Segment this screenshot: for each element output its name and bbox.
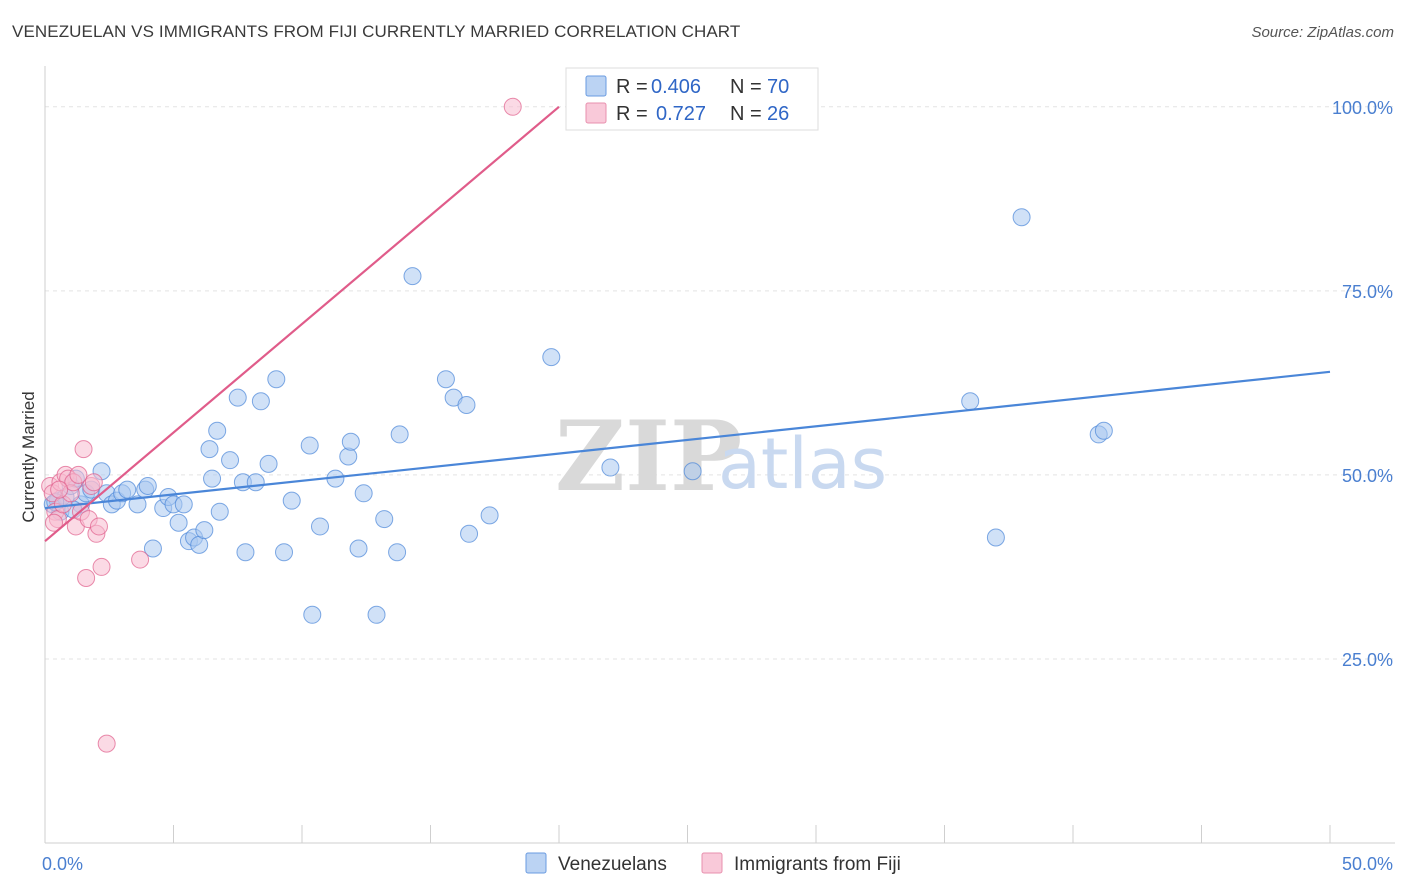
legend-r-value: 0.727 bbox=[656, 103, 706, 125]
data-point bbox=[354, 484, 373, 503]
data-point bbox=[460, 524, 479, 543]
data-point bbox=[128, 495, 147, 514]
trend-lines bbox=[44, 105, 1331, 543]
chart-title: VENEZUELAN VS IMMIGRANTS FROM FIJI CURRE… bbox=[12, 22, 741, 41]
watermark-atlas: atlas bbox=[718, 423, 887, 505]
top-legend: R = 0.406 N = 70 R = 0.727 N = 26 bbox=[565, 67, 819, 131]
data-point bbox=[50, 480, 69, 499]
gridlines bbox=[45, 106, 1395, 660]
source-label: Source: ZipAtlas.com bbox=[1251, 24, 1394, 41]
legend-r-value: 0.406 bbox=[651, 76, 701, 98]
bottom-legend-label-fiji: Immigrants from Fiji bbox=[734, 854, 901, 875]
data-point bbox=[221, 451, 240, 470]
data-point bbox=[436, 370, 455, 389]
legend-n-value: 26 bbox=[767, 103, 789, 125]
data-point bbox=[169, 513, 188, 532]
legend-swatch-venezuelans bbox=[585, 75, 607, 97]
data-point bbox=[986, 528, 1005, 547]
data-point bbox=[259, 454, 278, 473]
x-tick-label: 50.0% bbox=[1342, 854, 1393, 874]
axes bbox=[44, 66, 1395, 844]
data-point bbox=[339, 447, 358, 466]
x-tick-labels: 0.0% 50.0% bbox=[42, 854, 1393, 874]
y-tick-labels: 25.0% 50.0% 75.0% 100.0% bbox=[1332, 98, 1393, 670]
data-point bbox=[74, 440, 93, 459]
bottom-legend-swatch-venezuelans bbox=[525, 852, 547, 874]
data-point bbox=[203, 469, 222, 488]
data-point bbox=[97, 734, 116, 753]
data-point bbox=[143, 539, 162, 558]
data-point bbox=[390, 425, 409, 444]
y-tick-label: 25.0% bbox=[1342, 650, 1393, 670]
bottom-legend-label-venezuelans: Venezuelans bbox=[558, 854, 667, 875]
data-point bbox=[1094, 421, 1113, 440]
data-point bbox=[275, 543, 294, 562]
data-point bbox=[131, 550, 150, 569]
data-point bbox=[303, 605, 322, 624]
data-point bbox=[69, 465, 88, 484]
series-fiji bbox=[41, 97, 522, 753]
watermark-zip: ZIP bbox=[555, 400, 742, 513]
data-point bbox=[1012, 208, 1031, 227]
data-point bbox=[208, 421, 227, 440]
y-tick-label: 75.0% bbox=[1342, 282, 1393, 302]
data-point bbox=[195, 521, 214, 540]
y-axis-label: Currently Married bbox=[19, 391, 38, 522]
data-point bbox=[138, 476, 157, 495]
data-point bbox=[210, 502, 229, 521]
data-points bbox=[41, 97, 1113, 753]
x-tick-label: 0.0% bbox=[42, 854, 83, 874]
bottom-legend-swatch-fiji bbox=[701, 852, 723, 874]
data-point bbox=[300, 436, 319, 455]
legend-box bbox=[565, 67, 819, 131]
data-point bbox=[341, 432, 360, 451]
legend-n-label: N = bbox=[730, 76, 762, 98]
data-point bbox=[267, 370, 286, 389]
data-point bbox=[200, 440, 219, 459]
y-tick-label: 50.0% bbox=[1342, 466, 1393, 486]
watermark: ZIP atlas bbox=[555, 400, 887, 513]
data-point bbox=[84, 473, 103, 492]
data-point bbox=[310, 517, 329, 536]
data-point bbox=[961, 392, 980, 411]
data-point bbox=[480, 506, 499, 525]
data-point bbox=[246, 473, 265, 492]
data-point bbox=[77, 568, 96, 587]
legend-n-label: N = bbox=[730, 103, 762, 125]
data-point bbox=[118, 480, 137, 499]
bottom-legend: Venezuelans Immigrants from Fiji bbox=[525, 852, 901, 875]
legend-r-label: R = bbox=[616, 76, 648, 98]
data-point bbox=[542, 348, 561, 367]
data-point bbox=[601, 458, 620, 477]
y-tick-label: 100.0% bbox=[1332, 98, 1393, 118]
data-point bbox=[349, 539, 368, 558]
data-point bbox=[236, 543, 255, 562]
legend-n-value: 70 bbox=[767, 76, 789, 98]
data-point bbox=[375, 510, 394, 529]
data-point bbox=[388, 543, 407, 562]
data-point bbox=[44, 513, 63, 532]
trend-line-fiji bbox=[44, 105, 560, 543]
data-point bbox=[228, 388, 247, 407]
data-point bbox=[92, 557, 111, 576]
data-point bbox=[403, 267, 422, 286]
data-point bbox=[89, 517, 108, 536]
data-point bbox=[367, 605, 386, 624]
data-point bbox=[251, 392, 270, 411]
legend-swatch-fiji bbox=[585, 102, 607, 124]
data-point bbox=[174, 495, 193, 514]
legend-r-label: R = bbox=[616, 103, 648, 125]
data-point bbox=[683, 462, 702, 481]
data-point bbox=[282, 491, 301, 510]
data-point bbox=[457, 395, 476, 414]
data-point bbox=[503, 97, 522, 116]
trend-line-venezuelans bbox=[44, 370, 1331, 510]
